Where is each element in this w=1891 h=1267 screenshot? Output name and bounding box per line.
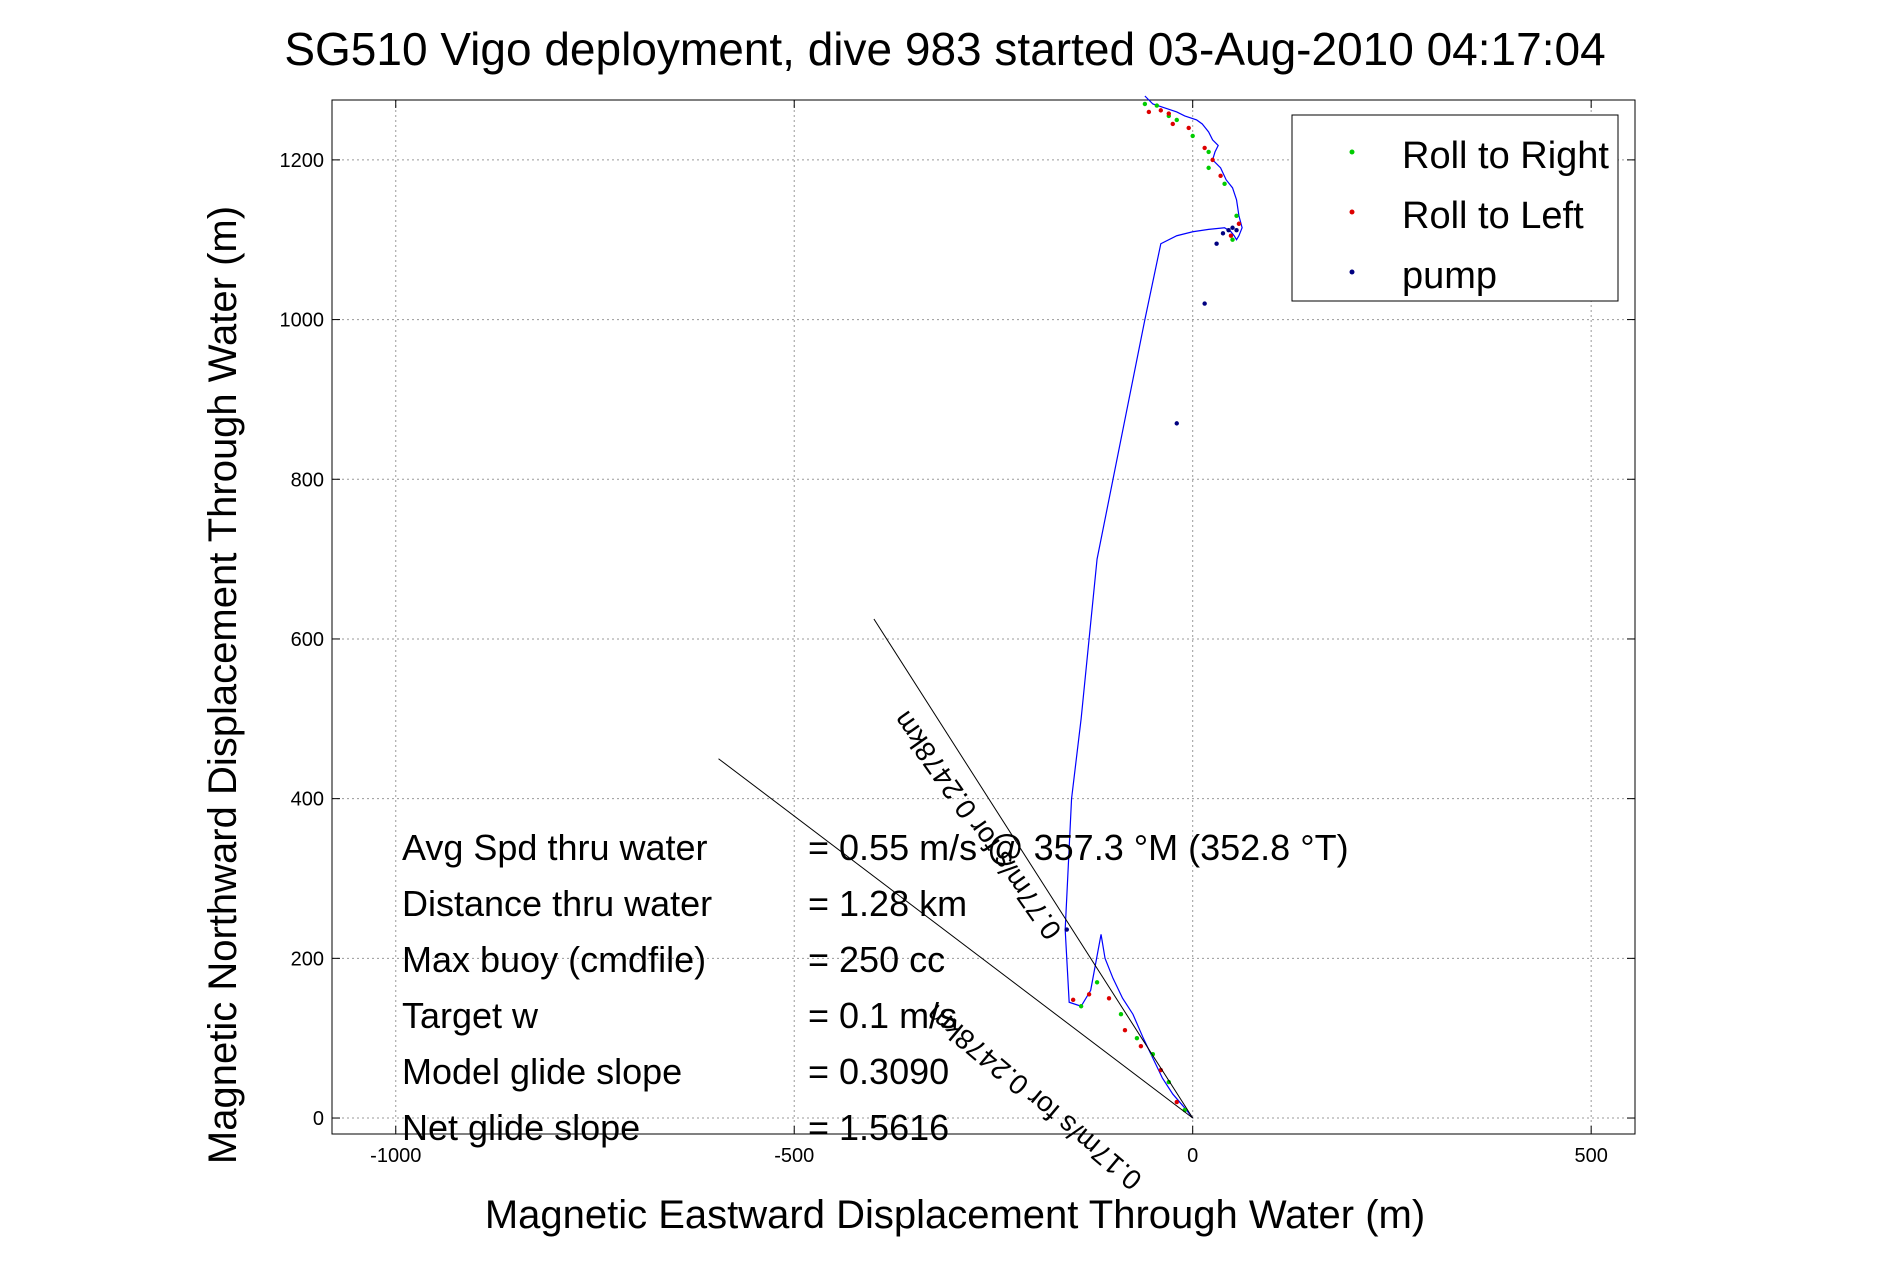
series-point bbox=[1220, 231, 1226, 236]
series-point bbox=[1222, 181, 1227, 187]
y-tick-label: 1200 bbox=[280, 150, 325, 172]
y-axis-label: Magnetic Northward Displacement Through … bbox=[201, 206, 245, 1164]
series-point bbox=[1094, 980, 1100, 985]
series-point bbox=[1174, 1099, 1179, 1105]
x-axis-label: Magnetic Eastward Displacement Through W… bbox=[485, 1193, 1425, 1237]
info-label: Net glide slope bbox=[402, 1107, 640, 1148]
series-point bbox=[1186, 125, 1191, 131]
series-point bbox=[1142, 101, 1148, 107]
series-point bbox=[1134, 1035, 1140, 1041]
data-marks bbox=[1064, 95, 1243, 1119]
series-point bbox=[1078, 1004, 1084, 1009]
info-label: Model glide slope bbox=[402, 1051, 682, 1092]
legend-box bbox=[1291, 114, 1619, 302]
info-value: = 0.1 m/s bbox=[808, 995, 957, 1036]
series-point bbox=[1122, 1028, 1128, 1033]
series-point bbox=[1154, 103, 1160, 108]
legend-marker bbox=[1349, 149, 1355, 155]
x-tick-label: 0 bbox=[1187, 1145, 1198, 1167]
y-tick-label: 600 bbox=[291, 629, 324, 651]
series-point bbox=[1234, 227, 1239, 233]
legend-marker bbox=[1349, 209, 1355, 215]
series-point bbox=[1064, 927, 1069, 932]
axis-ticks: -1000 -500 0 500 0 200 400 600 800 1000 1200 bbox=[280, 100, 1635, 1167]
series-point bbox=[1118, 1012, 1124, 1017]
series-point bbox=[1158, 108, 1164, 113]
x-tick-label: -1000 bbox=[370, 1145, 421, 1167]
legend: Roll to Right Roll to Left pump bbox=[1291, 114, 1619, 302]
series-point bbox=[1226, 227, 1231, 233]
series-point bbox=[1228, 233, 1234, 238]
info-label: Distance thru water bbox=[402, 883, 712, 924]
legend-label: Roll to Left bbox=[1402, 195, 1584, 237]
info-value: = 0.3090 bbox=[808, 1051, 949, 1092]
track-line bbox=[1064, 95, 1243, 1119]
series-point bbox=[1206, 165, 1211, 171]
series-point bbox=[1174, 117, 1179, 123]
series-point bbox=[1218, 173, 1223, 179]
series-point bbox=[1202, 301, 1207, 306]
series-roll-to-left bbox=[1070, 108, 1242, 1105]
series-point bbox=[1206, 149, 1211, 155]
y-tick-label: 1000 bbox=[280, 310, 325, 332]
series-point bbox=[1170, 121, 1175, 127]
x-tick-label: 500 bbox=[1574, 1145, 1607, 1167]
x-tick-label: -500 bbox=[774, 1145, 814, 1167]
series-point bbox=[1234, 213, 1239, 218]
chart-title: SG510 Vigo deployment, dive 983 started … bbox=[284, 23, 1605, 75]
series-point bbox=[1230, 237, 1235, 242]
series-point bbox=[1086, 992, 1092, 997]
series-point bbox=[1202, 145, 1207, 151]
y-tick-label: 800 bbox=[291, 469, 324, 491]
series-roll-to-right bbox=[1078, 101, 1239, 1113]
info-label: Avg Spd thru water bbox=[402, 827, 708, 868]
y-tick-label: 400 bbox=[291, 789, 324, 811]
legend-label: Roll to Right bbox=[1402, 135, 1609, 177]
current-vector-line bbox=[873, 618, 1194, 1119]
series-point bbox=[1210, 157, 1215, 163]
legend-label: pump bbox=[1402, 255, 1497, 297]
info-value: = 1.28 km bbox=[808, 883, 967, 924]
series-point bbox=[1106, 996, 1112, 1001]
info-value: = 0.55 m/s @ 357.3 °M (352.8 °T) bbox=[808, 827, 1349, 868]
series-point bbox=[1166, 111, 1171, 116]
y-tick-label: 0 bbox=[313, 1108, 324, 1130]
series-point bbox=[1214, 241, 1219, 246]
series-point bbox=[1230, 225, 1235, 230]
info-value: = 1.5616 bbox=[808, 1107, 949, 1148]
series-pump bbox=[1064, 225, 1239, 932]
series-point bbox=[1138, 1043, 1144, 1049]
info-box: Avg Spd thru water = 0.55 m/s @ 357.3 °M … bbox=[402, 827, 1349, 1148]
info-label: Max buoy (cmdfile) bbox=[402, 939, 706, 980]
series-point bbox=[1190, 133, 1195, 139]
y-tick-label: 200 bbox=[291, 948, 324, 970]
legend-marker bbox=[1349, 269, 1355, 275]
series-point bbox=[1146, 109, 1152, 115]
series-point bbox=[1070, 997, 1076, 1003]
depth-avg-vector-line bbox=[718, 758, 1193, 1119]
series-point bbox=[1236, 221, 1242, 226]
info-label: Target w bbox=[402, 995, 539, 1036]
info-value: = 250 cc bbox=[808, 939, 945, 980]
series-point bbox=[1174, 421, 1179, 426]
plot-frame bbox=[331, 99, 1636, 1135]
